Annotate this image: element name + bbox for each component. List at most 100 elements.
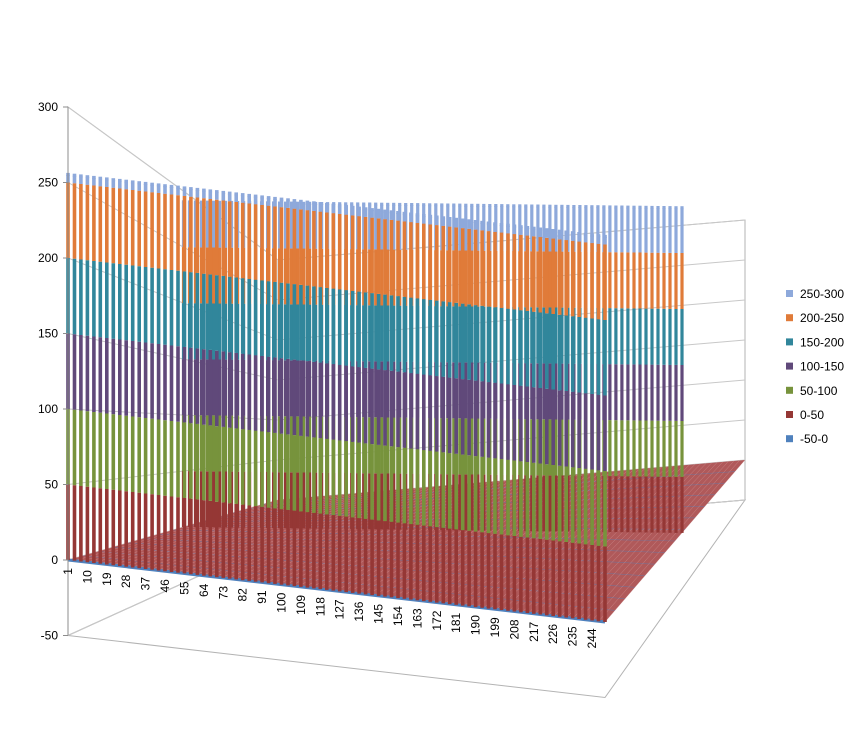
spike-band	[614, 476, 618, 533]
spike-band	[538, 312, 543, 388]
spike-band	[79, 486, 83, 562]
spike-band	[150, 192, 154, 268]
spike-band	[538, 388, 543, 464]
spike-band	[551, 389, 555, 465]
spike-band	[325, 514, 329, 590]
legend-label: 0-50	[800, 408, 824, 422]
spike-band	[189, 498, 193, 575]
spike-band	[208, 349, 213, 426]
spike-band	[380, 305, 384, 362]
spike	[266, 196, 271, 584]
spike-band	[447, 219, 452, 227]
spike-band	[278, 472, 282, 529]
spike-band	[72, 258, 77, 335]
spike-band	[512, 234, 517, 310]
spike-band	[464, 306, 468, 363]
spike	[626, 205, 630, 533]
spike-band	[428, 450, 433, 527]
spike-tip	[446, 203, 450, 207]
spike-band	[374, 204, 378, 250]
spike-band	[680, 420, 684, 477]
spike-band	[374, 249, 378, 306]
x-tick-label: 19	[100, 572, 114, 586]
spike-band	[428, 224, 433, 300]
spike-band	[273, 508, 277, 584]
spike-band	[217, 415, 222, 472]
spike-tip	[434, 203, 438, 207]
spike-band	[441, 218, 446, 226]
legend: 250-300 200-250 150-200 100-150 50-100 0-50 -5…	[786, 287, 844, 446]
spike-band	[331, 288, 336, 365]
spike-band	[467, 304, 471, 380]
spike-tip	[422, 214, 426, 217]
spike-band	[554, 251, 558, 308]
spike-band	[227, 427, 232, 504]
spike-tip	[350, 202, 354, 206]
spike-band	[208, 198, 213, 275]
spike-tip	[169, 184, 174, 188]
spike-band	[98, 186, 103, 262]
spike-band	[260, 204, 264, 281]
spike-band	[570, 391, 575, 468]
spike-band	[189, 272, 193, 348]
spike	[435, 215, 439, 603]
spike-band	[374, 361, 378, 418]
floor-fill	[68, 460, 745, 622]
spike-band	[674, 253, 678, 309]
spike-band	[105, 187, 109, 263]
spike	[163, 184, 167, 572]
spike-band	[415, 449, 420, 525]
spike-band	[454, 529, 458, 605]
spike	[337, 204, 342, 592]
spike-tip	[404, 203, 408, 206]
spike-band	[370, 368, 374, 445]
legend-swatch	[786, 386, 793, 394]
spike-band	[205, 303, 210, 360]
spike-band	[409, 373, 413, 449]
legend-label: -50-0	[800, 432, 828, 446]
spike-band	[626, 420, 630, 477]
spike-tip	[72, 173, 77, 177]
spike-band	[331, 364, 336, 440]
spike-band	[458, 205, 462, 251]
spike-tip	[156, 183, 161, 187]
spike-band	[389, 212, 394, 220]
spike-band	[548, 307, 552, 364]
spike-tip	[467, 219, 471, 223]
spike-band	[296, 203, 300, 249]
spike-band	[506, 384, 510, 460]
spike-band	[205, 415, 210, 472]
spike-band	[446, 474, 450, 531]
spike-band	[392, 473, 396, 530]
x-tick-label: 199	[488, 617, 502, 637]
spike-band	[460, 220, 465, 229]
spike-band	[590, 394, 594, 470]
spike-band	[130, 416, 135, 492]
x-tick-label: 127	[333, 599, 347, 619]
spike-band	[554, 419, 558, 476]
spike	[137, 181, 141, 569]
spike-band	[402, 221, 407, 297]
spike-band	[512, 536, 517, 612]
spike-band	[577, 543, 581, 619]
spike-band	[564, 466, 568, 542]
spike-band	[608, 308, 612, 365]
spike-band	[302, 304, 306, 361]
spike-band	[480, 381, 484, 457]
spike-band	[193, 247, 198, 304]
spike	[143, 181, 148, 569]
spike-band	[176, 187, 180, 196]
spike	[193, 200, 198, 528]
spike-band	[169, 194, 174, 270]
spike-band	[205, 202, 210, 248]
spike-band	[85, 177, 90, 185]
spike-band	[370, 210, 374, 218]
spike-band	[467, 379, 471, 456]
spike-band	[305, 210, 310, 286]
spike-band	[92, 412, 96, 488]
spike-band	[169, 186, 174, 195]
x-tick-label: 235	[566, 626, 580, 646]
spike-band	[638, 476, 642, 533]
spike-band	[402, 523, 407, 599]
spike-band	[305, 361, 310, 437]
